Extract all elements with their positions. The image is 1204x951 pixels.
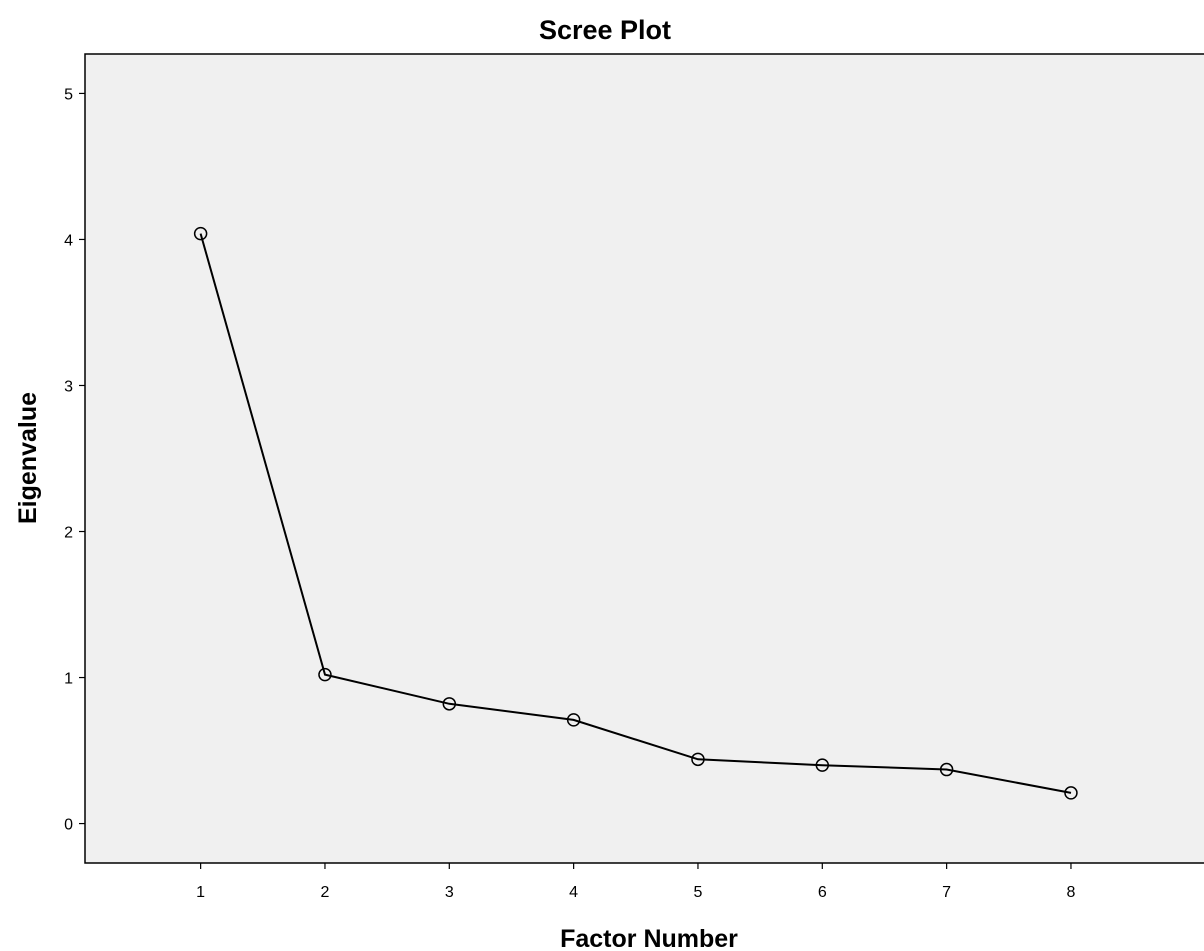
data-point-marker (1064, 786, 1078, 800)
y-axis-label: Eigenvalue (14, 392, 42, 524)
x-tick-label: 3 (445, 884, 454, 901)
data-point-marker (566, 713, 581, 727)
data-point-marker (815, 758, 830, 772)
y-tick-label: 5 (64, 86, 73, 103)
x-tick-label: 6 (818, 884, 827, 901)
x-tick-label: 1 (196, 884, 205, 901)
y-tick-label: 0 (64, 817, 73, 834)
x-tick-label: 5 (694, 884, 703, 901)
y-axis-ticks: 0 1 2 3 4 5 (64, 86, 85, 834)
x-axis-label: Factor Number (560, 925, 738, 951)
x-tick-label: 2 (321, 884, 330, 901)
x-tick-label: 7 (942, 884, 951, 901)
data-point-marker (691, 752, 705, 767)
data-point-marker (193, 226, 208, 241)
x-axis-ticks: 1 2 3 4 5 6 7 8 (196, 863, 1076, 901)
x-tick-label: 4 (569, 884, 578, 901)
data-point-marker (939, 762, 954, 777)
y-tick-label: 3 (64, 378, 73, 395)
series-line (199, 233, 1072, 794)
data-point-marker (442, 697, 457, 711)
y-tick-label: 2 (64, 525, 73, 542)
x-tick-label: 8 (1067, 884, 1076, 901)
y-tick-label: 4 (64, 232, 73, 249)
data-point-marker (318, 667, 332, 682)
plot-area (84, 53, 1204, 864)
chart-title: Scree Plot (539, 15, 671, 45)
y-tick-label: 1 (64, 671, 73, 688)
series-group (193, 226, 1078, 800)
